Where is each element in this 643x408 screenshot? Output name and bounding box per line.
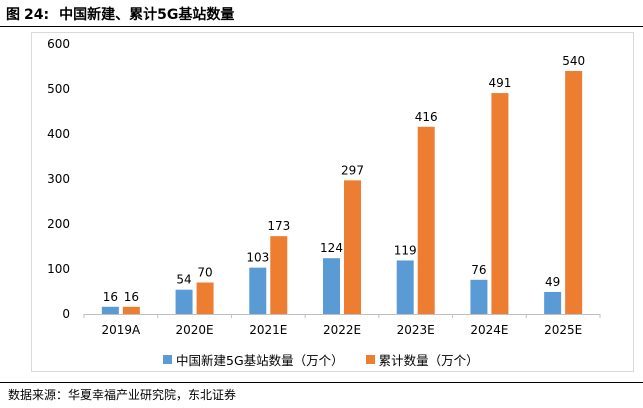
bar-new — [101, 306, 119, 314]
bar-new — [323, 258, 340, 314]
data-label-cumulative: 540 — [562, 54, 585, 68]
data-label-new: 76 — [471, 263, 486, 277]
x-tick-label: 2022E — [323, 323, 361, 337]
bar-cumulative — [491, 93, 509, 314]
legend-swatch-new — [163, 355, 172, 364]
bar-new — [470, 279, 488, 314]
legend-swatch-cumulative — [365, 355, 375, 364]
x-tick-label: 2019A — [101, 323, 141, 337]
source-rule — [0, 382, 643, 383]
x-tick-label: 2024E — [470, 323, 508, 337]
y-tick-label: 300 — [47, 172, 70, 186]
bar-cumulative — [344, 180, 361, 314]
x-tick-label: 2021E — [249, 323, 287, 337]
figure-title: 图 24: 中国新建、累计5G基站数量 — [6, 4, 234, 24]
chart-legend: 中国新建5G基站数量（万个） 累计数量（万个） — [163, 350, 501, 369]
title-rule — [0, 26, 643, 27]
bar-cumulative — [122, 306, 140, 314]
data-label-new: 16 — [103, 290, 118, 304]
data-label-cumulative: 173 — [267, 219, 290, 233]
data-label-cumulative: 416 — [415, 110, 438, 124]
source-note: 数据来源：华夏幸福产业研究院，东北证券 — [8, 388, 237, 402]
bar-new — [175, 289, 193, 314]
figure-number: 24: — [24, 7, 50, 23]
bar-cumulative — [565, 71, 583, 314]
bar-cumulative — [417, 126, 435, 314]
bar-new — [249, 267, 267, 314]
data-label-new: 54 — [176, 273, 191, 287]
y-tick-label: 600 — [47, 37, 70, 51]
x-tick-label: 2020E — [176, 323, 214, 337]
legend-item-cumulative: 累计数量（万个） — [365, 350, 479, 369]
bar-cumulative — [196, 282, 214, 314]
y-tick-label: 0 — [62, 307, 70, 321]
chart-frame — [31, 32, 634, 372]
legend-item-new: 中国新建5G基站数量（万个） — [163, 350, 344, 369]
data-label-cumulative: 70 — [197, 266, 212, 280]
y-tick-label: 500 — [47, 82, 70, 96]
bar-new — [544, 291, 562, 314]
figure-label: 图 — [6, 7, 20, 23]
y-tick-label: 400 — [47, 127, 70, 141]
data-label-cumulative: 16 — [124, 290, 139, 304]
y-tick-label: 200 — [47, 217, 70, 231]
data-label-new: 124 — [320, 241, 343, 255]
bar-new — [396, 260, 414, 314]
y-tick-label: 100 — [47, 262, 70, 276]
legend-label-cumulative: 累计数量（万个） — [378, 353, 479, 368]
x-tick-label: 2025E — [544, 323, 582, 337]
data-label-new: 119 — [394, 243, 417, 257]
data-label-new: 49 — [545, 275, 560, 289]
x-tick-label: 2023E — [397, 323, 435, 337]
data-label-cumulative: 491 — [488, 76, 511, 90]
bar-cumulative — [270, 236, 288, 314]
legend-label-new: 中国新建5G基站数量（万个） — [176, 353, 344, 368]
data-label-cumulative: 297 — [341, 163, 364, 177]
figure-title-text: 中国新建、累计5G基站数量 — [59, 7, 235, 23]
data-label-new: 103 — [246, 251, 269, 265]
